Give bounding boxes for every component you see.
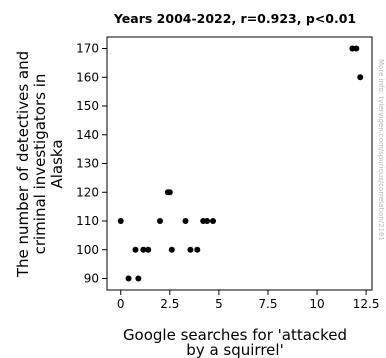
data-point xyxy=(145,246,152,253)
x-axis-label-line-1: Google searches for 'attacked xyxy=(123,326,347,344)
y-axis-label-line-2: criminal investigators in xyxy=(31,74,49,255)
data-point xyxy=(204,218,211,224)
y-axis: 90 100 110 120 130 140 150 160 170 xyxy=(76,42,107,286)
y-axis-label-line-3: Alaska xyxy=(48,139,66,188)
data-point xyxy=(117,218,124,224)
data-point xyxy=(166,189,173,196)
data-point xyxy=(182,218,189,224)
x-axis-label-line-2: by a squirrel' xyxy=(186,341,283,358)
x-tick-label: 12.5 xyxy=(353,297,380,311)
y-tick-label: 120 xyxy=(76,185,99,199)
y-tick-label: 150 xyxy=(76,99,99,113)
y-tick-label: 160 xyxy=(76,70,99,84)
data-point xyxy=(135,275,142,282)
x-tick-label: 7.5 xyxy=(258,297,277,311)
x-tick-label: 2.5 xyxy=(160,297,179,311)
data-point xyxy=(353,45,360,52)
y-tick-label: 140 xyxy=(76,128,99,142)
y-tick-label: 110 xyxy=(76,214,99,228)
data-points xyxy=(117,45,364,282)
data-point xyxy=(132,246,139,253)
x-tick-label: 5 xyxy=(215,297,223,311)
data-point xyxy=(210,218,216,224)
y-tick-label: 170 xyxy=(76,42,99,56)
data-point xyxy=(168,246,175,253)
data-point xyxy=(187,246,194,253)
y-tick-label: 100 xyxy=(76,243,99,257)
y-tick-label: 130 xyxy=(76,157,99,171)
x-tick-label: 0 xyxy=(117,297,125,311)
data-point xyxy=(157,218,163,224)
y-axis-label-line-1: The number of detectives and xyxy=(14,51,32,278)
x-tick-label: 10 xyxy=(309,297,324,311)
data-point xyxy=(125,275,132,282)
y-axis-label: The number of detectives and criminal in… xyxy=(14,51,66,278)
watermark-text: More info: tylervigen.com/spurious/corre… xyxy=(377,59,385,241)
data-point xyxy=(194,246,201,253)
data-point xyxy=(140,246,147,253)
chart-title: Years 2004-2022, r=0.923, p<0.01 xyxy=(113,11,356,26)
y-tick-label: 90 xyxy=(84,272,99,286)
data-point xyxy=(357,74,364,81)
x-axis: 0 2.5 5 7.5 10 12.5 xyxy=(117,290,380,311)
